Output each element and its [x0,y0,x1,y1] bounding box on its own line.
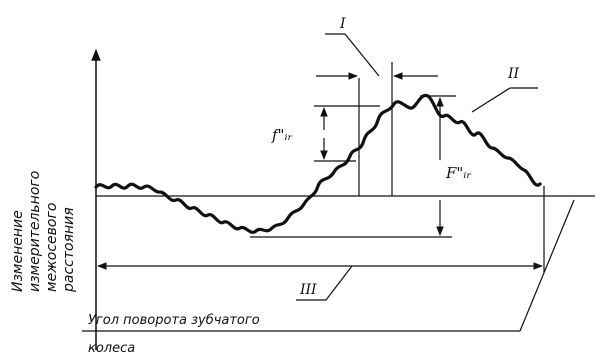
label-three: III [299,282,317,298]
x-axis-caption-line-2: колеса [88,341,135,356]
y-axis-label-line-2: измерительного [27,171,43,292]
y-axis-label-line-1: Изменение [10,210,26,292]
y-axis-label: Изменение измерительного межосевого расс… [10,171,77,293]
leader-one [344,33,380,77]
y-axis-label-line-4: расстояния [61,207,77,293]
leader-three [325,265,353,301]
label-tooth-to-tooth: f"ᵢᵣ [271,126,293,144]
label-total: F"ᵢᵣ [445,164,472,182]
label-one: I [339,16,346,32]
x-caption-leader-diag [519,199,575,332]
x-axis-caption-line-1: Угол поворота зубчатого [88,313,260,328]
y-axis-label-line-3: межосевого [44,203,60,292]
deviation-curve [94,93,542,234]
label-two: II [507,66,520,82]
leader-two [471,87,511,113]
